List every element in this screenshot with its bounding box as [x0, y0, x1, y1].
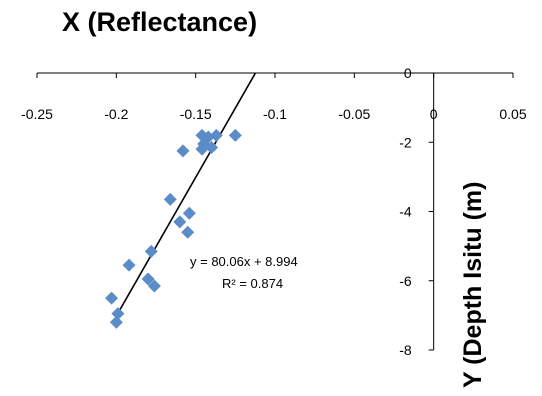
y-tick-label: -4 [399, 204, 412, 220]
data-point [181, 225, 195, 239]
data-point [176, 144, 190, 158]
data-point [228, 128, 242, 142]
r-squared-label: R² = 0.874 [222, 276, 283, 291]
trendline-group [115, 72, 257, 317]
data-points [105, 128, 242, 329]
data-point [205, 140, 219, 154]
x-tick-label: -0.2 [104, 106, 128, 122]
x-tick-label: 0.05 [499, 106, 526, 122]
x-tick-label: -0.05 [338, 106, 370, 122]
y-tick-label: -2 [399, 134, 412, 150]
y-tick-label: -8 [399, 342, 412, 358]
data-point [195, 142, 209, 156]
y-axis-label: Y (Depth Isitu (m) [459, 182, 487, 388]
data-point [105, 291, 119, 305]
data-point [209, 128, 223, 142]
y-tick-label: 0 [404, 65, 412, 81]
x-tick-label: -0.15 [180, 106, 212, 122]
data-point [147, 279, 161, 293]
chart-title: X (Reflectance) [62, 7, 257, 37]
y-tick-label: -6 [399, 273, 412, 289]
trendline-equation: y = 80.06x + 8.994 [190, 254, 298, 269]
x-tick-label: -0.1 [263, 106, 287, 122]
x-axis-ticks: -0.25 -0.2 -0.15 -0.1 -0.05 0 0.05 [21, 73, 527, 122]
data-point [144, 244, 158, 258]
data-point [111, 307, 125, 321]
x-tick-label: -0.25 [21, 106, 53, 122]
data-point [109, 315, 123, 329]
data-point [163, 192, 177, 206]
y-axis-ticks: 0 -2 -4 -6 -8 [399, 65, 434, 358]
x-tick-label: 0 [430, 106, 438, 122]
data-point [141, 272, 155, 286]
data-point [182, 206, 196, 220]
trendline [115, 72, 257, 317]
data-point [122, 258, 136, 272]
data-point [173, 215, 187, 229]
